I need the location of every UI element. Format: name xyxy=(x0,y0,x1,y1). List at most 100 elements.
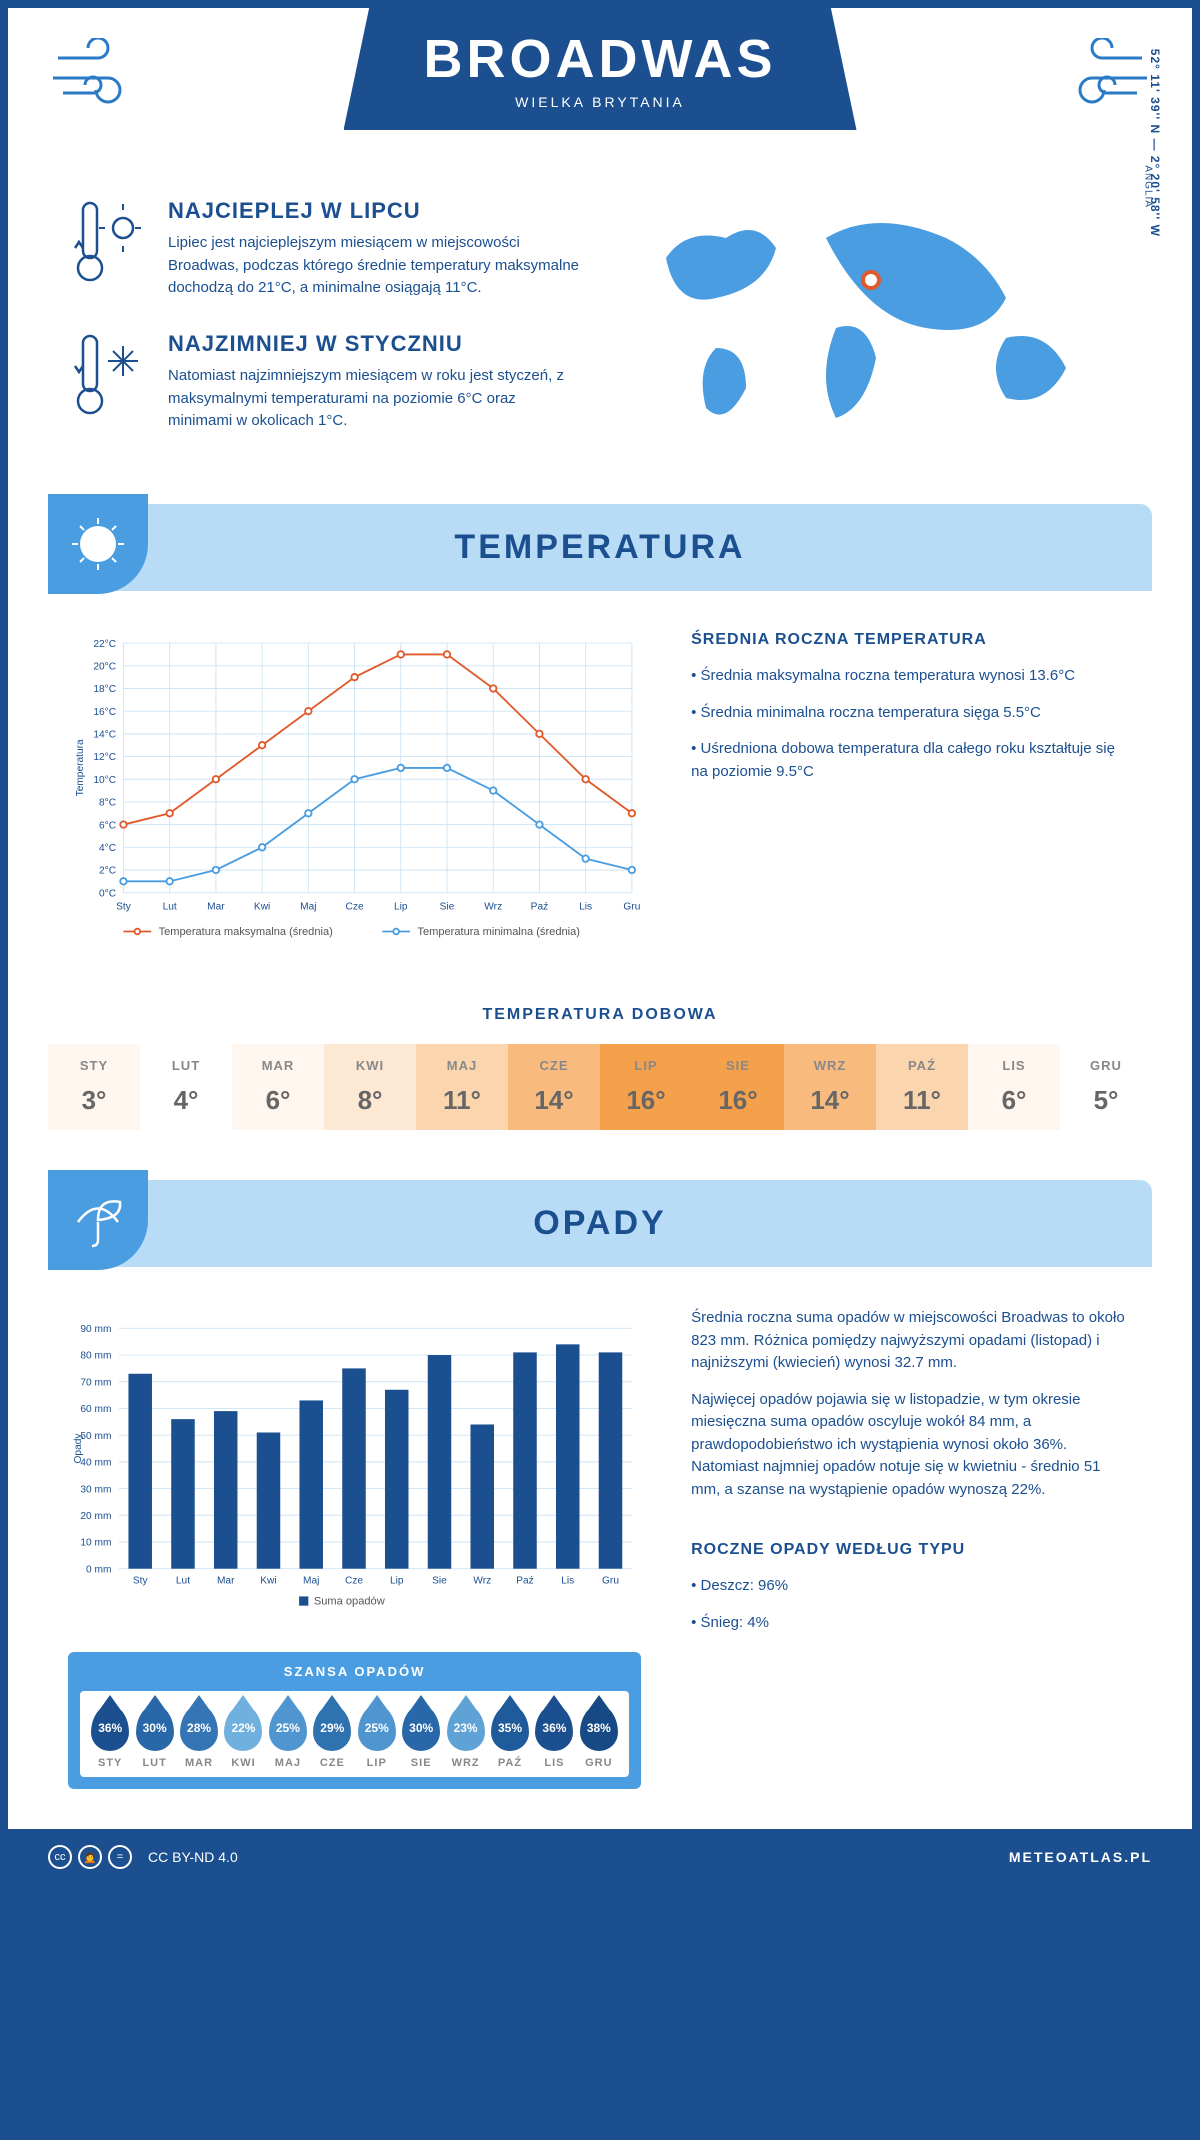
climate-facts: NAJCIEPLEJ W LIPCU Lipiec jest najcieple… xyxy=(68,198,580,464)
cold-fact-title: NAJZIMNIEJ W STYCZNIU xyxy=(168,331,580,357)
svg-text:Mar: Mar xyxy=(217,1575,235,1586)
coordinates-label: 52° 11' 39'' N — 2° 20' 58'' W xyxy=(1148,49,1162,237)
daily-month-label: LIP xyxy=(600,1058,692,1073)
svg-text:Gru: Gru xyxy=(602,1575,619,1586)
daily-temp-value: 16° xyxy=(692,1085,784,1116)
raindrop-icon: 23% xyxy=(447,1705,485,1751)
precipitation-chance-box: SZANSA OPADÓW 36%STY30%LUT28%MAR22%KWI25… xyxy=(68,1652,641,1789)
chance-drop-cell: 30% LUT xyxy=(132,1705,176,1769)
chance-value: 38% xyxy=(587,1721,611,1735)
warm-fact-text: Lipiec jest najcieplejszym miesiącem w m… xyxy=(168,232,580,300)
chance-month-label: LUT xyxy=(132,1757,176,1769)
chance-drop-cell: 35%PAŹ xyxy=(488,1705,532,1769)
daily-month-label: LUT xyxy=(140,1058,232,1073)
svg-text:90 mm: 90 mm xyxy=(80,1324,111,1335)
daily-temp-cell: CZE14° xyxy=(508,1044,600,1130)
svg-text:50 mm: 50 mm xyxy=(80,1431,111,1442)
daily-temp-title: TEMPERATURA DOBOWA xyxy=(8,1006,1192,1024)
chance-value: 22% xyxy=(231,1721,255,1735)
daily-temp-cell: KWI8° xyxy=(324,1044,416,1130)
cc-icon: cc xyxy=(48,1845,72,1869)
svg-text:22°C: 22°C xyxy=(93,639,116,650)
precipitation-body: 0 mm10 mm20 mm30 mm40 mm50 mm60 mm70 mm8… xyxy=(8,1267,1192,1829)
svg-text:Paź: Paź xyxy=(516,1575,534,1586)
intro-section: NAJCIEPLEJ W LIPCU Lipiec jest najcieple… xyxy=(8,178,1192,504)
svg-text:Maj: Maj xyxy=(303,1575,319,1586)
svg-text:Cze: Cze xyxy=(345,1575,363,1586)
chance-month-label: MAJ xyxy=(266,1757,310,1769)
chance-drops-row: 36%STY30%LUT28%MAR22%KWI25%MAJ29%CZE25%L… xyxy=(80,1691,629,1777)
raindrop-icon: 36% xyxy=(535,1705,573,1751)
brand-label: METEOATLAS.PL xyxy=(1009,1849,1152,1865)
daily-month-label: PAŹ xyxy=(876,1058,968,1073)
daily-temp-value: 8° xyxy=(324,1085,416,1116)
nd-icon: = xyxy=(108,1845,132,1869)
chance-drop-cell: 23%WRZ xyxy=(443,1705,487,1769)
chance-value: 36% xyxy=(98,1721,122,1735)
precipitation-section-header: OPADY xyxy=(48,1180,1152,1267)
chance-month-label: KWI xyxy=(221,1757,265,1769)
svg-text:0 mm: 0 mm xyxy=(86,1564,111,1575)
title-banner: BROADWAS WIELKA BRYTANIA xyxy=(344,8,857,130)
svg-text:Paź: Paź xyxy=(531,901,549,912)
svg-text:Wrz: Wrz xyxy=(473,1575,491,1586)
chance-value: 25% xyxy=(365,1721,389,1735)
location-marker-icon xyxy=(861,270,881,290)
daily-temp-cell: SIE16° xyxy=(692,1044,784,1130)
chance-month-label: LIS xyxy=(532,1757,576,1769)
chance-drop-cell: 36% LIS xyxy=(532,1705,576,1769)
svg-text:Maj: Maj xyxy=(300,901,316,912)
chance-month-label: STY xyxy=(88,1757,132,1769)
svg-text:18°C: 18°C xyxy=(93,684,116,695)
chance-value: 25% xyxy=(276,1721,300,1735)
page: BROADWAS WIELKA BRYTANIA NAJCIEPLEJ W LI… xyxy=(8,8,1192,1885)
chance-drop-cell: 25% MAJ xyxy=(266,1705,310,1769)
temp-stats-title: ŚREDNIA ROCZNA TEMPERATURA xyxy=(691,631,1132,649)
svg-text:Lip: Lip xyxy=(394,901,408,912)
map-graphic xyxy=(620,198,1132,438)
precipitation-bar-chart: 0 mm10 mm20 mm30 mm40 mm50 mm60 mm70 mm8… xyxy=(68,1307,641,1627)
raindrop-icon: 28% xyxy=(180,1705,218,1751)
thermometer-snow-icon xyxy=(68,331,148,434)
svg-text:10°C: 10°C xyxy=(93,775,116,786)
thermometer-sun-icon xyxy=(68,198,148,301)
chance-value: 30% xyxy=(409,1721,433,1735)
chance-drop-cell: 25%LIP xyxy=(355,1705,399,1769)
daily-temp-cell: LIS6° xyxy=(968,1044,1060,1130)
chance-drop-cell: 38% GRU xyxy=(577,1705,621,1769)
daily-month-label: GRU xyxy=(1060,1058,1152,1073)
raindrop-icon: 30% xyxy=(136,1705,174,1751)
daily-temp-cell: LIP16° xyxy=(600,1044,692,1130)
svg-text:Sie: Sie xyxy=(440,901,455,912)
footer: cc 🙍 = CC BY-ND 4.0 METEOATLAS.PL xyxy=(8,1829,1192,1885)
chance-month-label: MAR xyxy=(177,1757,221,1769)
svg-text:14°C: 14°C xyxy=(93,730,116,741)
svg-text:4°C: 4°C xyxy=(99,843,116,854)
wind-icon xyxy=(1062,38,1152,122)
daily-temp-cell: GRU 5° xyxy=(1060,1044,1152,1130)
daily-temp-value: 5° xyxy=(1060,1085,1152,1116)
chance-drop-cell: 36% STY xyxy=(88,1705,132,1769)
umbrella-icon xyxy=(48,1170,148,1270)
daily-temp-cell: WRZ14° xyxy=(784,1044,876,1130)
svg-text:40 mm: 40 mm xyxy=(80,1458,111,1469)
chance-title: SZANSA OPADÓW xyxy=(80,1664,629,1679)
svg-text:Suma opadów: Suma opadów xyxy=(314,1596,386,1608)
raindrop-icon: 22% xyxy=(224,1705,262,1751)
svg-text:8°C: 8°C xyxy=(99,798,116,809)
precip-paragraph: Najwięcej opadów pojawia się w listopadz… xyxy=(691,1389,1132,1502)
svg-text:Lut: Lut xyxy=(176,1575,190,1586)
svg-text:Sty: Sty xyxy=(116,901,132,912)
daily-month-label: CZE xyxy=(508,1058,600,1073)
sun-icon xyxy=(48,494,148,594)
chance-month-label: CZE xyxy=(310,1757,354,1769)
temperature-section-header: TEMPERATURA xyxy=(48,504,1152,591)
chance-month-label: GRU xyxy=(577,1757,621,1769)
daily-temp-cell: PAŹ11° xyxy=(876,1044,968,1130)
svg-text:0°C: 0°C xyxy=(99,888,116,899)
warm-fact-title: NAJCIEPLEJ W LIPCU xyxy=(168,198,580,224)
svg-text:Kwi: Kwi xyxy=(254,901,270,912)
chance-drop-cell: 28% MAR xyxy=(177,1705,221,1769)
chance-month-label: PAŹ xyxy=(488,1757,532,1769)
daily-temp-cell: MAR6° xyxy=(232,1044,324,1130)
